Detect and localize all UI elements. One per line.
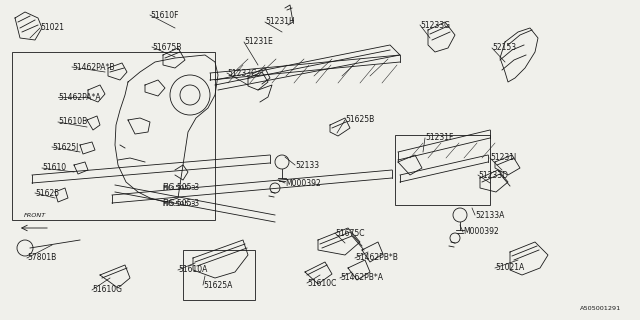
Text: 51462PB*B: 51462PB*B [355,253,398,262]
Text: 57801B: 57801B [27,253,56,262]
Bar [12,52,215,220]
Text: FIG.505-3: FIG.505-3 [162,185,195,191]
Text: 51625B: 51625B [345,116,374,124]
Text: 51462PB*A: 51462PB*A [340,274,383,283]
Text: 51233D: 51233D [478,171,508,180]
Text: 51625: 51625 [35,188,59,197]
Text: 52133A: 52133A [475,211,504,220]
Text: 51231I: 51231I [490,154,516,163]
Text: FIG.505-3: FIG.505-3 [162,183,199,193]
Text: A505001291: A505001291 [580,306,621,310]
Text: 51462PA*A: 51462PA*A [58,92,100,101]
Text: FRONT: FRONT [24,213,46,218]
Bar [183,250,255,300]
Text: 51610F: 51610F [150,11,179,20]
Text: 51233G: 51233G [420,20,450,29]
Text: 51231E: 51231E [244,37,273,46]
Text: 51021: 51021 [40,23,64,33]
Text: FIG.505-3: FIG.505-3 [162,201,195,207]
Text: 51610C: 51610C [307,278,337,287]
Text: 51625A: 51625A [203,281,232,290]
Bar [395,135,490,205]
Text: 51625J: 51625J [52,142,78,151]
Text: 51231F: 51231F [425,133,453,142]
Text: 52153: 52153 [492,44,516,52]
Text: M000392: M000392 [285,179,321,188]
Text: M000392: M000392 [463,228,499,236]
Text: 51233C: 51233C [227,68,257,77]
Text: 51610B: 51610B [58,117,87,126]
Text: 51231H: 51231H [265,18,295,27]
Text: 51021A: 51021A [495,263,524,273]
Text: 51675C: 51675C [335,228,365,237]
Text: 52133: 52133 [295,161,319,170]
Text: FIG.505-3: FIG.505-3 [162,199,199,209]
Text: 51675B: 51675B [152,43,181,52]
Text: 51610A: 51610A [178,266,207,275]
Text: 51610: 51610 [42,164,66,172]
Text: 51610G: 51610G [92,285,122,294]
Text: 51462PA*B: 51462PA*B [72,62,115,71]
